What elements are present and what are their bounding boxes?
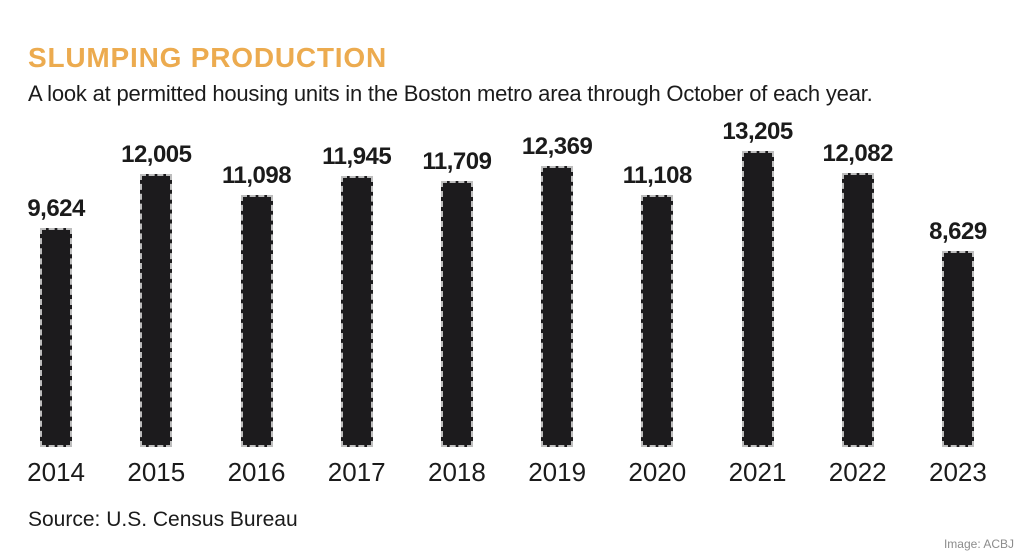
bar-column: 12,369 2019: [507, 118, 607, 491]
bar-column: 11,945 2017: [307, 118, 407, 491]
bar-value-label: 11,945: [322, 142, 392, 170]
bar-value-label: 13,205: [722, 118, 793, 145]
bar-column: 11,709 2018: [407, 118, 507, 491]
bar: [340, 175, 373, 447]
x-axis-tick-label: 2017: [327, 457, 386, 487]
chart-title: SLUMPING PRODUCTION: [28, 42, 387, 73]
x-axis-tick-label: 2016: [227, 457, 286, 487]
bar-column: 9,624 2014: [6, 118, 106, 491]
bar: [941, 251, 974, 447]
bar-column: 12,082 2022: [808, 118, 908, 491]
x-axis-tick-label: 2015: [127, 457, 186, 487]
bar-column: 12,005 2015: [106, 118, 206, 491]
x-axis-tick-label: 2020: [628, 457, 687, 487]
bar-value-label: 8,629: [929, 218, 987, 245]
source-note: Source: U.S. Census Bureau: [28, 508, 298, 531]
bar: [641, 194, 674, 447]
bar-value-label: 9,624: [27, 195, 85, 223]
bar: [741, 151, 774, 448]
bar-column: 8,629 2023: [908, 118, 1008, 491]
bar-value-label: 11,709: [422, 148, 492, 175]
bar-value-label: 12,082: [822, 139, 894, 167]
chart-header: SLUMPING PRODUCTION A look at permitted …: [28, 42, 996, 107]
bar-value-label: 12,369: [521, 133, 593, 160]
x-axis-tick-label: 2018: [427, 457, 486, 487]
bar-column: 11,108 2020: [607, 118, 707, 491]
bar-chart: 9,624 2014 12,005 2015 11,098 2016 11,945 2017 1…: [6, 118, 1008, 491]
x-axis-tick-label: 2014: [27, 457, 86, 487]
bar-column: 11,098 2016: [206, 118, 306, 491]
x-axis-tick-label: 2022: [828, 457, 887, 487]
bar: [541, 166, 574, 447]
bar: [841, 172, 874, 447]
x-axis-tick-label: 2019: [528, 457, 587, 487]
bar: [440, 181, 473, 447]
bar: [40, 228, 73, 447]
image-credit: Image: ACBJ: [943, 537, 1014, 551]
bar-column: 13,205 2021: [707, 118, 807, 491]
x-axis-tick-label: 2021: [728, 457, 787, 488]
bar-value-label: 12,005: [121, 141, 192, 169]
x-axis-tick-label: 2023: [929, 457, 987, 487]
chart-subtitle: A look at permitted housing units in the…: [28, 81, 873, 106]
bar-value-label: 11,108: [622, 161, 693, 189]
bar-value-label: 11,098: [221, 161, 292, 189]
bar: [240, 194, 273, 447]
bar: [140, 174, 173, 447]
